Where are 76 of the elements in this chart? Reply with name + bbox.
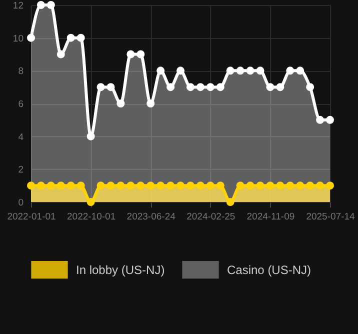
x-tick-label: 2023-06-24 (126, 212, 176, 222)
y-tick-label: 8 (18, 66, 24, 78)
point (36, 182, 45, 190)
point (186, 83, 194, 92)
point (136, 182, 145, 190)
point (206, 83, 214, 92)
point (186, 182, 194, 190)
legend-label: In lobby (US-NJ) (76, 262, 165, 277)
point (226, 198, 234, 206)
point (236, 66, 244, 75)
x-tick-label: 2022-01-01 (7, 212, 56, 222)
point (96, 182, 105, 190)
point (46, 1, 55, 9)
point (306, 182, 314, 190)
point (246, 66, 254, 75)
point (66, 182, 75, 190)
point (166, 182, 175, 190)
point (286, 66, 294, 75)
point (76, 182, 85, 190)
point (316, 116, 324, 124)
y-tick-label: 2 (18, 164, 24, 176)
point (216, 83, 224, 92)
point (286, 182, 294, 190)
point (146, 182, 155, 190)
y-tick-label: 4 (18, 132, 24, 143)
point (56, 50, 65, 58)
point (27, 182, 35, 190)
point (226, 66, 234, 75)
x-tick-label: 2024-02-25 (186, 212, 236, 222)
point (266, 182, 274, 190)
point (96, 83, 105, 92)
x-tick-label: 2025-07-14 (306, 212, 355, 222)
point (46, 182, 55, 190)
y-tick-label: 6 (18, 99, 24, 110)
point (126, 50, 135, 58)
point (306, 83, 314, 92)
point (136, 50, 145, 58)
point (86, 132, 95, 140)
point (166, 83, 175, 92)
point (246, 182, 254, 190)
point (106, 182, 115, 190)
x-tick-label: 2022-10-01 (66, 212, 116, 222)
point (176, 66, 184, 75)
point (36, 1, 45, 9)
point (106, 83, 115, 92)
point (276, 83, 284, 92)
legend-label: Casino (US-NJ) (227, 262, 312, 277)
y-tick-label: 12 (12, 0, 24, 12)
point (196, 182, 204, 190)
point (27, 34, 35, 42)
point (156, 66, 165, 75)
point (116, 182, 125, 190)
y-tick-label: 0 (18, 198, 24, 208)
point (276, 182, 284, 190)
point (326, 182, 334, 190)
point (206, 182, 214, 190)
x-tick-label: 2024-11-09 (246, 212, 295, 222)
point (66, 34, 75, 42)
point (236, 182, 244, 190)
point (296, 182, 304, 190)
point (256, 66, 264, 75)
point (126, 182, 135, 190)
point (156, 182, 165, 190)
point (256, 182, 264, 190)
point (146, 100, 155, 108)
point (296, 66, 304, 75)
point (116, 100, 125, 108)
point (76, 34, 85, 42)
point (316, 182, 324, 190)
point (216, 182, 224, 190)
point (326, 116, 334, 124)
point (196, 83, 204, 92)
point (266, 83, 274, 92)
point (176, 182, 184, 190)
y-tick-label: 10 (12, 33, 24, 44)
point (86, 198, 95, 206)
